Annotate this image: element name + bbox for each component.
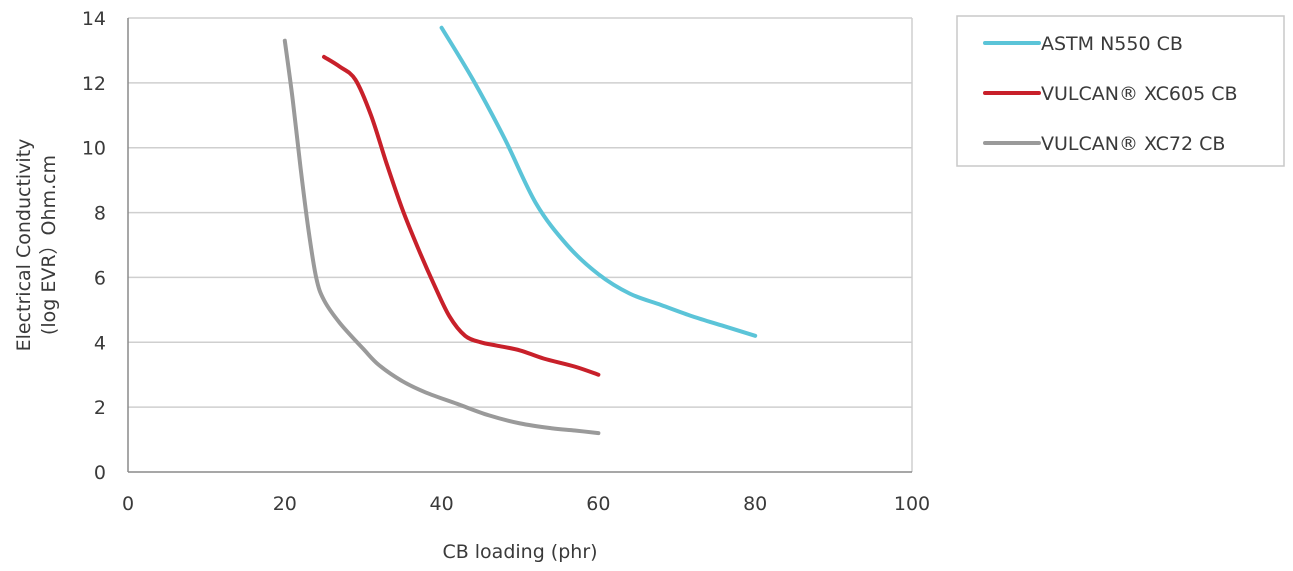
y-axis-title-line-2: (log EVR）Ohm.cm bbox=[38, 155, 60, 335]
x-tick-label-20: 20 bbox=[273, 493, 297, 515]
legend-label: VULCAN® XC605 CB bbox=[1041, 83, 1238, 105]
y-axis-title-line-1: Electrical Conductivity bbox=[13, 139, 35, 352]
x-tick-label-40: 40 bbox=[430, 493, 454, 515]
series-line-vulcan-xc605-cb bbox=[324, 57, 598, 375]
y-tick-label-14: 14 bbox=[82, 8, 106, 30]
y-tick-label-10: 10 bbox=[82, 138, 106, 160]
x-tick-label-0: 0 bbox=[122, 493, 134, 515]
y-tick-label-0: 0 bbox=[94, 462, 106, 484]
y-tick-label-12: 12 bbox=[82, 73, 106, 95]
tick-labels: 0 2 4 6 8 10 12 14 0 20 40 60 80 100 bbox=[82, 8, 930, 515]
series-lines bbox=[285, 28, 755, 433]
y-tick-label-2: 2 bbox=[94, 397, 106, 419]
legend-label: VULCAN® XC72 CB bbox=[1041, 133, 1225, 155]
legend-label: ASTM N550 CB bbox=[1041, 33, 1183, 55]
x-tick-label-60: 60 bbox=[586, 493, 610, 515]
y-tick-label-8: 8 bbox=[94, 203, 106, 225]
series-line-astm-n550-cb bbox=[442, 28, 756, 336]
y-tick-label-4: 4 bbox=[94, 332, 106, 354]
x-tick-label-100: 100 bbox=[894, 493, 930, 515]
y-tick-label-6: 6 bbox=[94, 267, 106, 289]
x-tick-label-80: 80 bbox=[743, 493, 767, 515]
legend: ASTM N550 CB VULCAN® XC605 CB VULCAN® XC72… bbox=[957, 16, 1284, 166]
grid-lines bbox=[128, 18, 912, 472]
x-axis-title: CB loading (phr) bbox=[442, 541, 597, 563]
series-line-vulcan-xc72-cb bbox=[285, 41, 599, 433]
y-axis-title: Electrical Conductivity (log EVR）Ohm.cm bbox=[13, 139, 60, 352]
axes bbox=[128, 18, 912, 472]
